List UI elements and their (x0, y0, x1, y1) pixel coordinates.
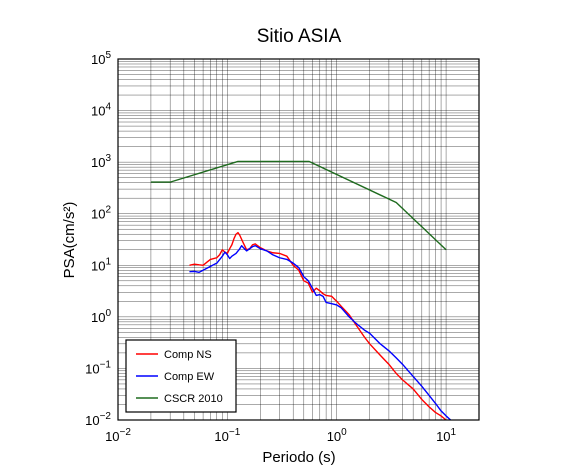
y-tick-label: 101 (91, 256, 111, 273)
x-tick-label: 101 (436, 427, 456, 444)
x-tick-label: 10−2 (105, 427, 131, 444)
y-tick-label: 10−2 (85, 411, 111, 428)
legend-label-comp-ns: Comp NS (164, 349, 212, 361)
series-layer (150, 160, 452, 421)
legend-label-comp-ew: Comp EW (164, 371, 215, 383)
legend-label-cscr-2010: CSCR 2010 (164, 393, 223, 405)
legend: Comp NS Comp EW CSCR 2010 (125, 339, 237, 413)
y-tick-label: 100 (91, 308, 111, 325)
y-tick-label: 10−1 (85, 359, 111, 376)
plot-frame (117, 58, 480, 421)
chart-title: Sitio ASIA (257, 26, 342, 47)
y-tick-label: 105 (91, 50, 111, 67)
tick-labels: 10−2 10−1 100 101 10−2 10−1 100 101 102 103 104 105 (85, 50, 456, 444)
x-tick-label: 100 (327, 427, 347, 444)
series-line-comp-ew (189, 244, 452, 421)
x-axis-label: Periodo (s) (262, 449, 335, 466)
y-tick-label: 104 (91, 102, 111, 119)
x-tick-label: 10−1 (214, 427, 240, 444)
y-tick-label: 103 (91, 153, 111, 170)
series-line-cscr-2010 (150, 160, 447, 251)
y-axis-label: PSA(cm/s²) (61, 202, 78, 279)
y-tick-label: 102 (91, 205, 111, 222)
series-line-comp-ns (189, 231, 447, 421)
